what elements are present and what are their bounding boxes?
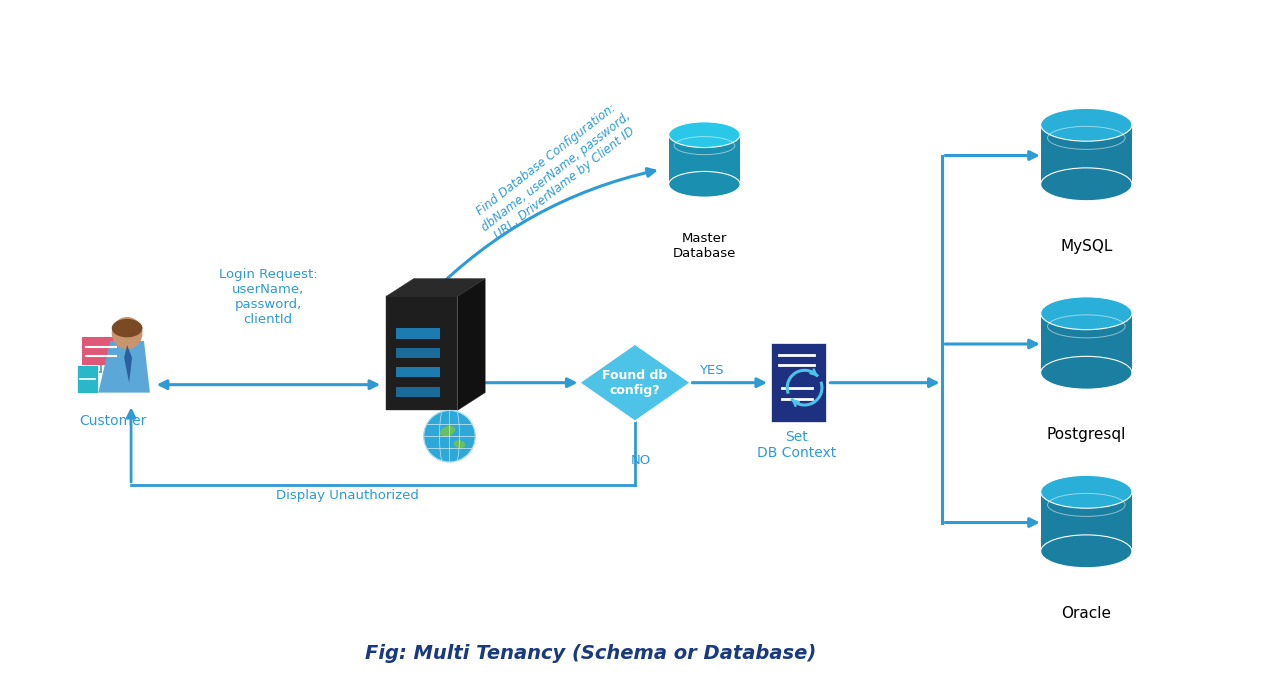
Text: Postgresql: Postgresql — [1047, 427, 1125, 442]
Polygon shape — [99, 341, 149, 393]
Polygon shape — [1041, 125, 1132, 184]
Text: Oracle: Oracle — [1061, 606, 1112, 621]
Text: NO: NO — [630, 454, 651, 467]
Polygon shape — [395, 328, 439, 338]
Polygon shape — [386, 297, 457, 411]
Ellipse shape — [1041, 356, 1132, 389]
Polygon shape — [76, 365, 99, 393]
Ellipse shape — [1041, 108, 1132, 141]
Polygon shape — [771, 343, 825, 422]
Polygon shape — [457, 279, 485, 411]
Text: Find Database Configuration:
dbName, userName, password,
URL, DriverName by Clie: Find Database Configuration: dbName, use… — [470, 98, 642, 246]
Text: YES: YES — [699, 364, 724, 377]
Ellipse shape — [439, 426, 456, 437]
Ellipse shape — [424, 411, 475, 462]
Polygon shape — [395, 387, 439, 397]
Text: MySQL: MySQL — [1060, 239, 1113, 254]
Ellipse shape — [111, 319, 143, 337]
Ellipse shape — [111, 317, 143, 350]
Polygon shape — [124, 345, 132, 383]
Ellipse shape — [1041, 297, 1132, 330]
Text: Set
DB Context: Set DB Context — [757, 430, 837, 460]
Polygon shape — [580, 344, 690, 421]
Polygon shape — [386, 279, 485, 297]
Ellipse shape — [668, 122, 741, 147]
Polygon shape — [1041, 492, 1132, 551]
Text: Fig: Multi Tenancy (Schema or Database): Fig: Multi Tenancy (Schema or Database) — [365, 644, 817, 663]
Polygon shape — [668, 135, 741, 184]
Ellipse shape — [1041, 168, 1132, 201]
Polygon shape — [395, 367, 439, 378]
Polygon shape — [82, 337, 120, 365]
Text: Master
Database: Master Database — [672, 232, 736, 260]
Text: Display Unauthorized: Display Unauthorized — [276, 488, 419, 502]
Text: Login Request:
userName,
password,
clientId: Login Request: userName, password, clien… — [219, 268, 318, 326]
Ellipse shape — [1041, 475, 1132, 508]
Ellipse shape — [668, 171, 741, 197]
Ellipse shape — [1041, 535, 1132, 568]
Text: Found db
config?: Found db config? — [603, 369, 667, 397]
Text: Customer: Customer — [80, 414, 147, 429]
Polygon shape — [395, 347, 439, 358]
Ellipse shape — [453, 440, 466, 448]
Polygon shape — [1041, 313, 1132, 373]
